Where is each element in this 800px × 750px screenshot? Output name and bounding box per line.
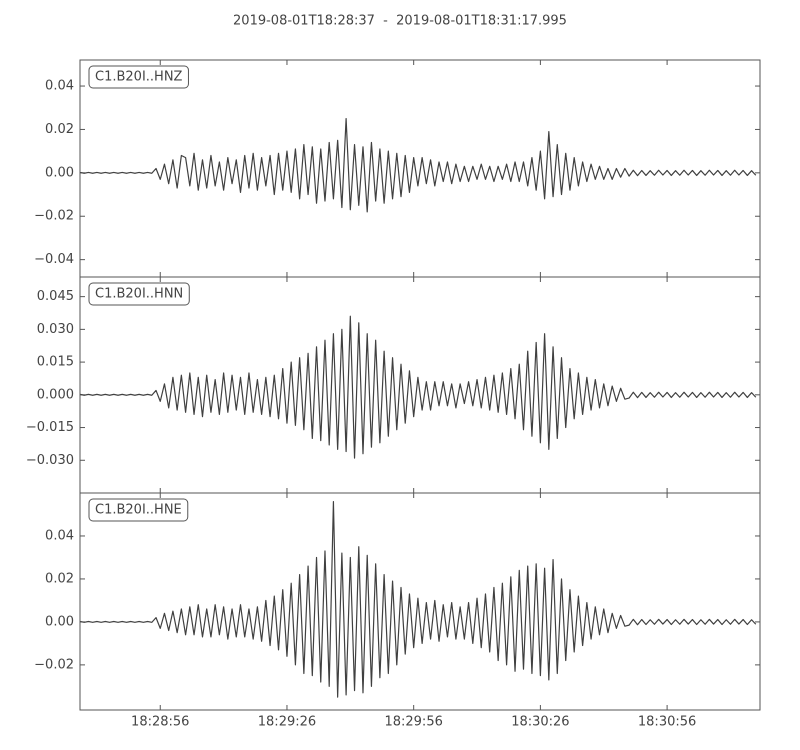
y-tick-label: −0.015 — [26, 420, 74, 435]
chart-title: 2019-08-01T18:28:37 - 2019-08-01T18:31:1… — [233, 14, 567, 29]
trace-label-box — [88, 498, 189, 522]
trace — [79, 500, 757, 698]
x-tick-label: 18:28:56 — [131, 715, 189, 730]
x-tick-label: 18:30:26 — [511, 715, 569, 730]
y-tick-label: −0.030 — [26, 453, 74, 468]
y-tick-label: 0.04 — [45, 528, 74, 543]
y-tick-label: −0.02 — [34, 657, 74, 672]
y-tick-label: 0.00 — [45, 165, 74, 180]
y-tick-label: 0.030 — [37, 322, 74, 337]
panel-frame — [79, 492, 761, 711]
y-tick-label: 0.000 — [37, 387, 74, 402]
y-tick-label: 0.02 — [45, 571, 74, 586]
y-tick-label: −0.04 — [34, 252, 74, 267]
trace — [79, 117, 757, 213]
trace-label: C1.B20I..HNE — [95, 503, 182, 518]
y-tick-label: 0.045 — [37, 289, 74, 304]
trace-label-box — [88, 65, 189, 89]
trace — [79, 315, 757, 459]
x-tick-label: 18:30:56 — [638, 715, 696, 730]
y-tick-label: 0.04 — [45, 79, 74, 94]
trace-label-box — [88, 282, 190, 306]
y-tick-label: 0.015 — [37, 355, 74, 370]
x-tick-label: 18:29:26 — [258, 715, 316, 730]
y-tick-label: −0.02 — [34, 209, 74, 224]
trace-label: C1.B20I..HNN — [95, 287, 183, 302]
y-tick-label: 0.00 — [45, 614, 74, 629]
trace-label: C1.B20I..HNZ — [95, 70, 183, 85]
y-tick-label: 0.02 — [45, 122, 74, 137]
x-tick-label: 18:29:56 — [384, 715, 442, 730]
